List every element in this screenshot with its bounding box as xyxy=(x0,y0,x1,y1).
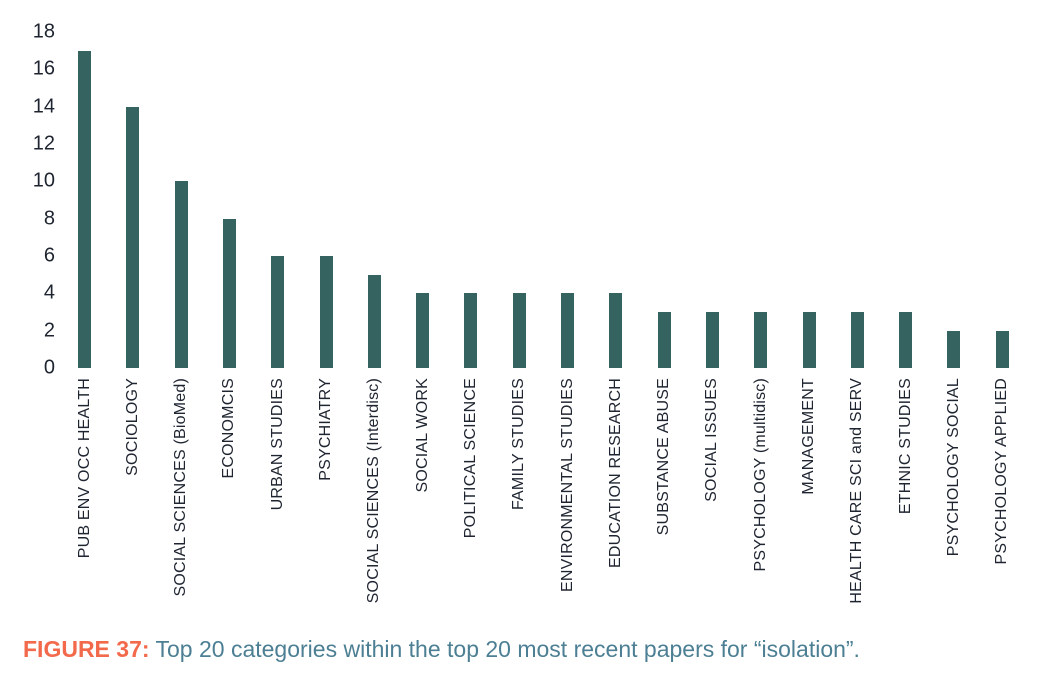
x-axis-category-label: HEALTH CARE SCI and SERV xyxy=(848,378,866,604)
y-axis-tick-label: 4 xyxy=(43,281,55,304)
y-axis-tick-label: 2 xyxy=(43,319,55,342)
y-axis-tick-label: 16 xyxy=(32,57,55,80)
y-axis-tick-label: 10 xyxy=(32,169,55,192)
y-axis-tick-label: 12 xyxy=(32,132,55,155)
bar xyxy=(609,293,623,368)
x-axis-category-label: FAMILY STUDIES xyxy=(510,378,528,511)
bar xyxy=(78,50,91,368)
x-axis-category-label: URBAN STUDIES xyxy=(268,378,286,511)
bar xyxy=(416,293,430,368)
bar xyxy=(850,312,864,368)
bar xyxy=(899,312,913,368)
x-axis-category-label: SOCIAL WORK xyxy=(413,378,431,493)
bar xyxy=(464,293,478,368)
x-axis-category-label: ECONOMCIS xyxy=(220,378,238,479)
x-axis-category-label: SOCIAL SCIENCES (Interdisc) xyxy=(365,378,383,604)
y-axis-tick-label: 0 xyxy=(43,356,55,379)
bar xyxy=(657,312,671,368)
y-axis-tick-label: 8 xyxy=(43,207,55,230)
bar xyxy=(754,312,768,368)
bar xyxy=(802,312,816,368)
figure-number-label: FIGURE 37: xyxy=(23,636,150,662)
x-axis-category-label: PSYCHOLOGY APPLIED xyxy=(993,378,1011,565)
bar xyxy=(174,181,188,368)
bar-chart: 0 2 4 6 8 10 12 14 16 18 PUB ENV OCC HEALTH SOCIOLO… xyxy=(32,20,1011,604)
bar xyxy=(947,330,961,368)
x-axis-category-label: PSYCHIATRY xyxy=(317,378,334,481)
figure-caption-text: Top 20 categories within the top 20 most… xyxy=(155,636,860,662)
y-axis-tick-label: 6 xyxy=(43,244,55,267)
x-axis-category-label: SOCIAL ISSUES xyxy=(703,378,721,502)
x-axis-category-label: SUBSTANCE ABUSE xyxy=(655,378,673,536)
x-axis-category-label: SOCIOLOGY xyxy=(123,378,141,476)
bar xyxy=(271,256,285,368)
x-axis-category-label: SOCIAL SCIENCES (BioMed) xyxy=(172,378,190,597)
x-axis-category-label: ENVIRONMENTAL STUDIES xyxy=(558,378,576,593)
x-axis-category-label: PSYCHOLOGY (multidisc) xyxy=(751,378,769,572)
bar xyxy=(995,330,1009,368)
y-axis-tick-label: 18 xyxy=(32,20,55,43)
bar xyxy=(319,256,333,368)
y-axis-tick-label: 14 xyxy=(32,95,55,118)
bar xyxy=(561,293,574,368)
x-axis-category-label: EDUCATION RESEARCH xyxy=(606,378,624,568)
bar xyxy=(126,106,140,368)
x-axis-category-label: POLITICAL SCIENCE xyxy=(461,378,479,539)
bar xyxy=(367,274,381,368)
x-axis-category-label: PSYCHOLOGY SOCIAL xyxy=(944,378,962,557)
x-axis-category-label: PUB ENV OCC HEALTH xyxy=(75,378,93,559)
x-axis-category-label: MANAGEMENT xyxy=(800,378,817,495)
x-axis-category-label: ETHNIC STUDIES xyxy=(896,378,914,515)
bar xyxy=(222,218,236,368)
figure-caption: FIGURE 37: Top 20 categories within the … xyxy=(23,636,860,664)
bar xyxy=(512,293,526,368)
bar xyxy=(705,312,719,368)
